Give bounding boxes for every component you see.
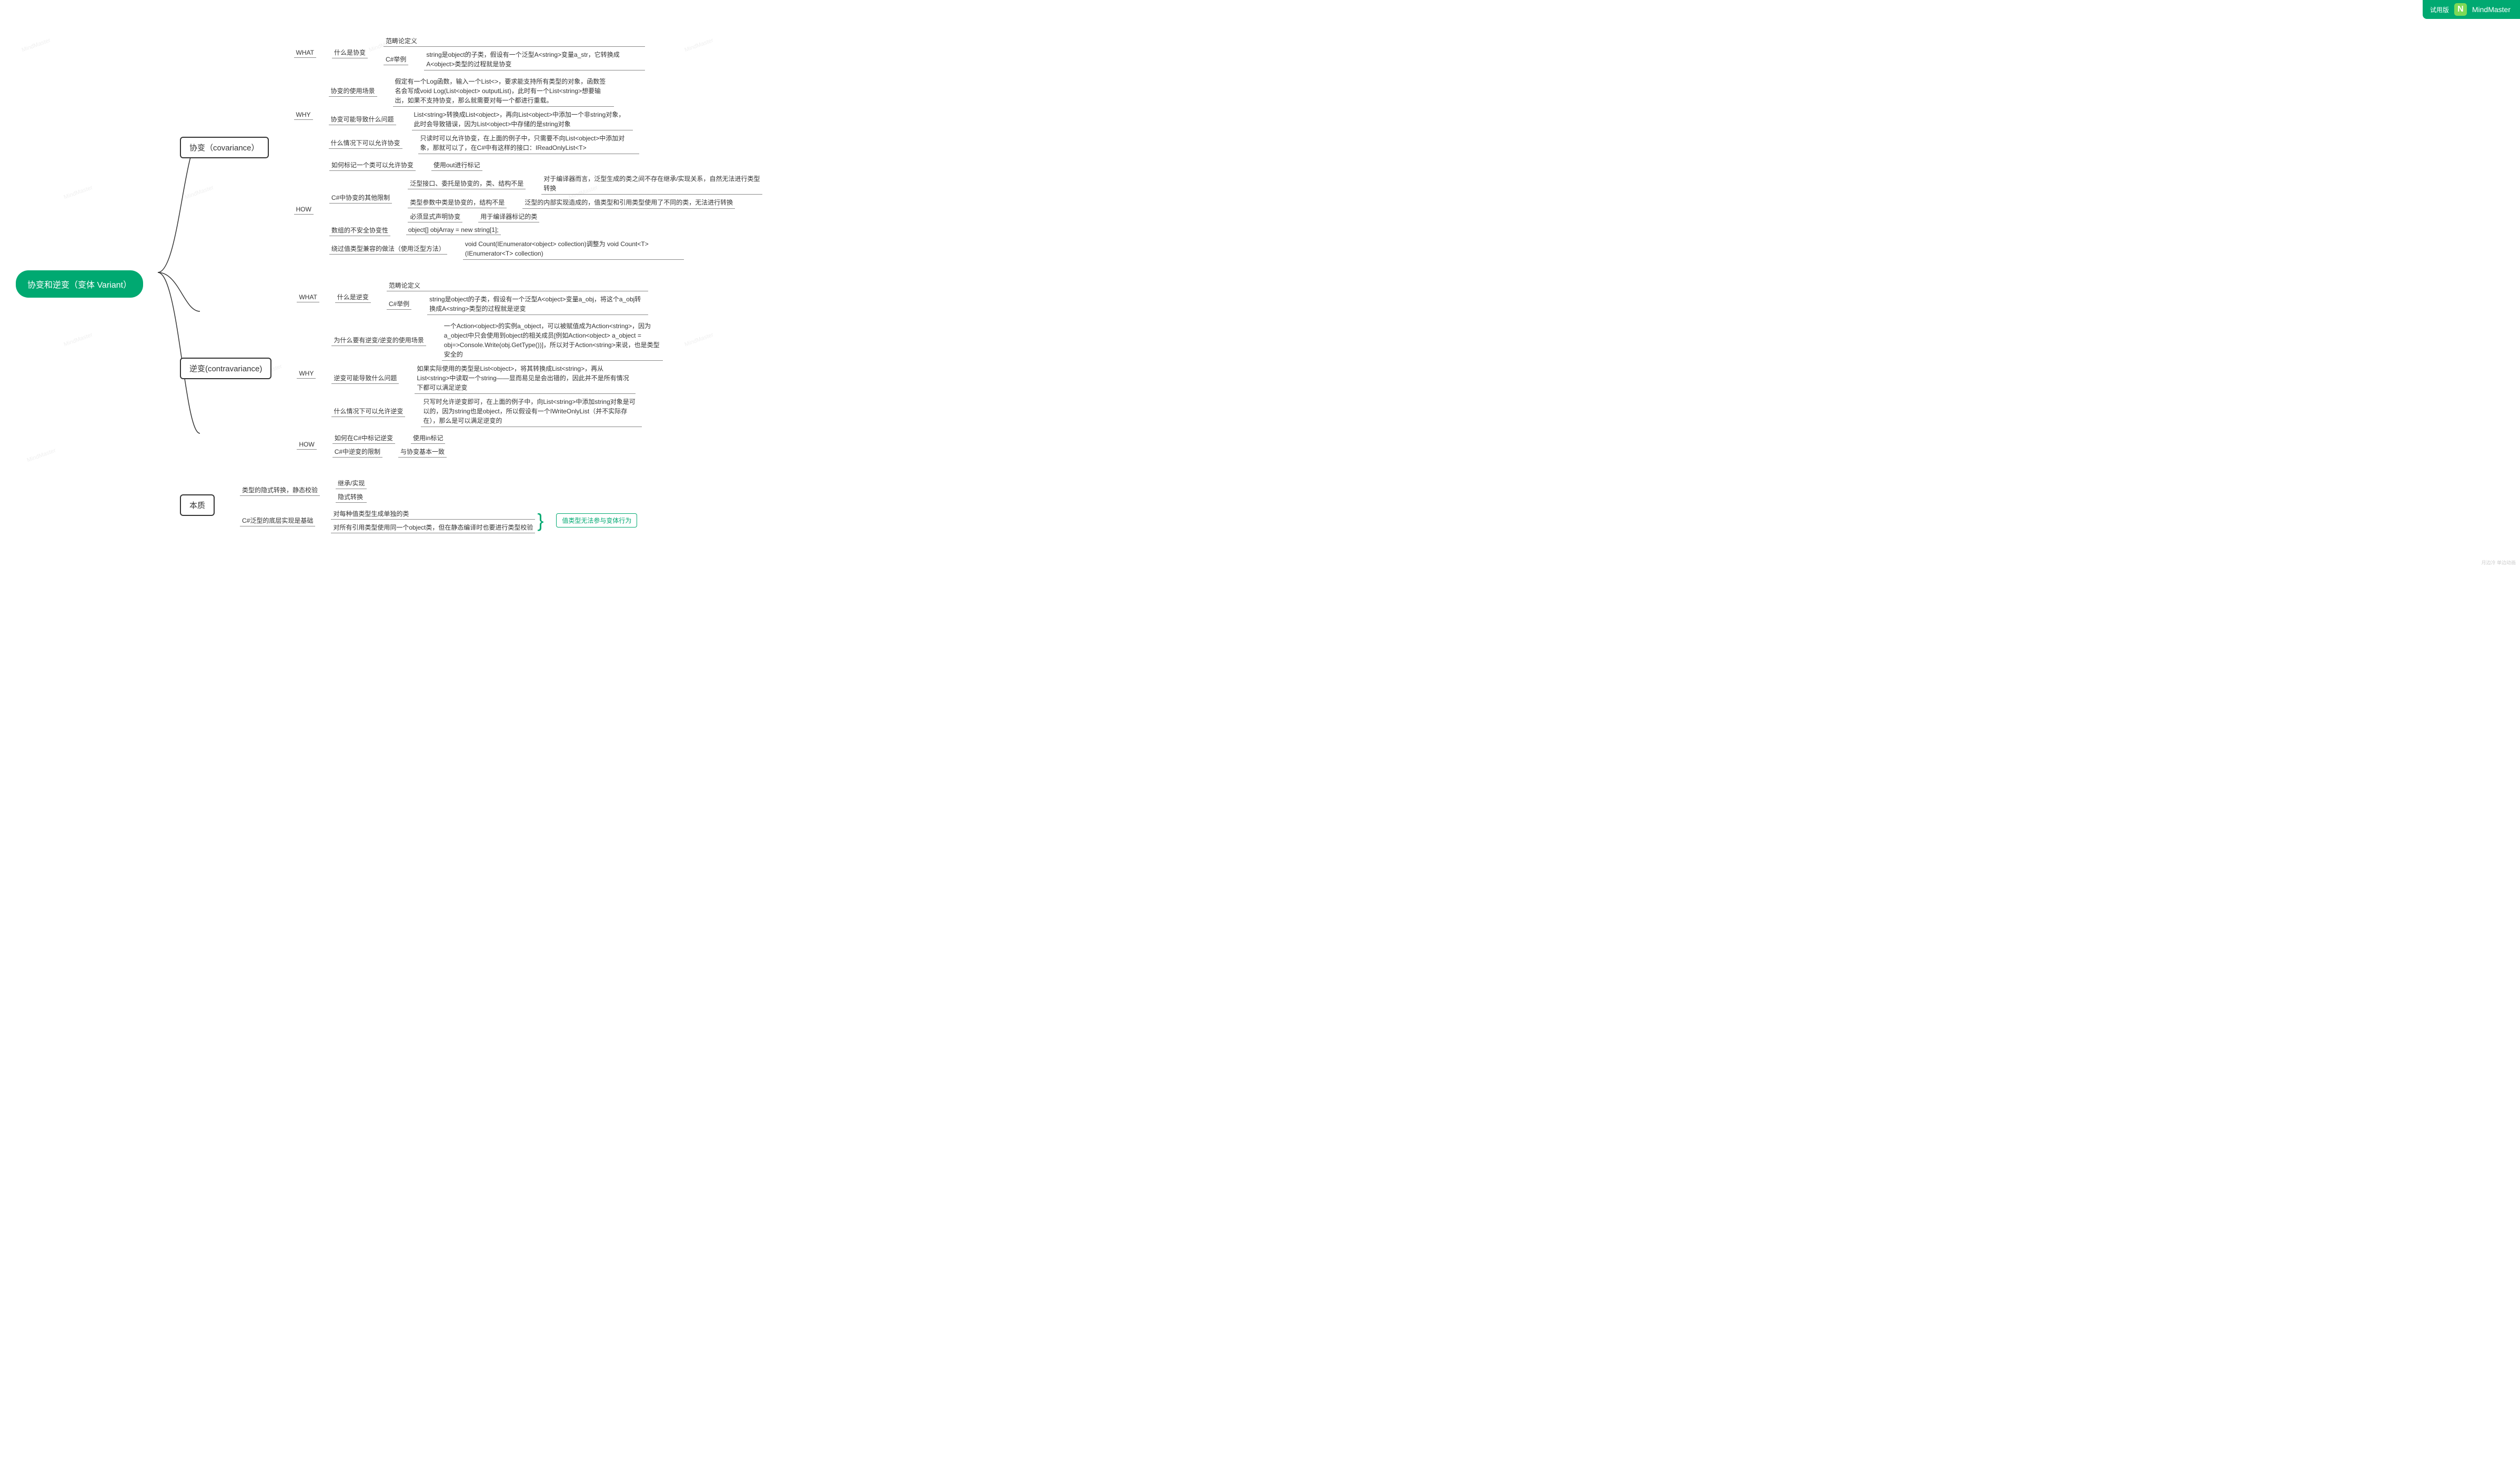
cov-limit-b: 类型参数中类是协变的，结构不是 xyxy=(408,197,507,208)
root-node: 协变和逆变（变体 Variant） xyxy=(16,270,143,298)
contra-how-limit-detail: 与协变基本一致 xyxy=(398,446,447,458)
cov-example-tag: C#举例 xyxy=(384,54,408,65)
tag-what2: WHAT xyxy=(297,292,319,302)
cov-why-problem-detail: List<string>转换成List<object>，再向List<objec… xyxy=(412,109,633,130)
ess-implicit-a: 继承/实现 xyxy=(336,478,367,489)
cov-why-problem: 协变可能导致什么问题 xyxy=(329,114,396,125)
branch-essence: 本质 类型的隐式转换，静态校验 继承/实现 隐式转换 xyxy=(180,478,762,533)
ess-generic-b: 对所有引用类型使用同一个object类，但在静态编译时也要进行类型校验 xyxy=(331,522,535,533)
footer-watermark: 月边冷 单边动画 xyxy=(2481,559,2516,566)
contra-what: WHAT 什么是逆变 范畴论定义 C#举例 string是object的子类，假… xyxy=(297,280,662,315)
cov-how-mark-detail: 使用out进行标记 xyxy=(431,159,482,171)
cov-what-q: 什么是协变 xyxy=(332,47,368,58)
contra-example: string是object的子类，假设有一个泛型A<object>变量a_obj… xyxy=(427,293,648,315)
cov-limit-a: 泛型接口、委托是协变的，类、结构不是 xyxy=(408,178,526,189)
contra-how-limit: C#中逆变的限制 xyxy=(332,446,382,458)
cov-how: HOW 如何标记一个类可以允许协变 使用out进行标记 C#中协变的其他限制 xyxy=(294,159,763,260)
cov-what: WHAT 什么是协变 范畴论定义 C#举例 string是object的子类，假… xyxy=(294,35,763,70)
node-essence-title: 本质 xyxy=(180,494,215,516)
cov-how-mark: 如何标记一个类可以允许协变 xyxy=(329,159,416,171)
contra-why: WHY 为什么要有逆变/逆变的使用场景 一个Action<object>的实例a… xyxy=(297,320,662,427)
contra-why-allow: 什么情况下可以允许逆变 xyxy=(331,405,405,417)
cov-why: WHY 协变的使用场景 假定有一个Log函数，输入一个List<>，要求能支持所… xyxy=(294,76,763,154)
essence-callout: 值类型无法参与变体行为 xyxy=(556,513,637,527)
node-covariance-title: 协变（covariance） xyxy=(180,137,269,158)
tag-how: HOW xyxy=(294,205,314,215)
contra-what-q: 什么是逆变 xyxy=(335,291,371,303)
cov-limit-c-detail: 用于编译器标记的类 xyxy=(478,211,539,222)
cov-example: string是object的子类，假设有一个泛型A<string>变量a_str… xyxy=(424,49,645,70)
contra-how-mark: 如何在C#中标记逆变 xyxy=(332,432,395,444)
cov-why-scene: 协变的使用场景 xyxy=(329,85,377,97)
branch-contravariance: 逆变(contravariance) WHAT 什么是逆变 xyxy=(180,280,762,458)
ess-generic: C#泛型的底层实现是基础 xyxy=(240,515,315,526)
cov-how-bypass: 绕过值类型兼容的做法（使用泛型方法） xyxy=(329,243,447,255)
tag-why: WHY xyxy=(294,110,313,120)
cov-why-scene-detail: 假定有一个Log函数，输入一个List<>，要求能支持所有类型的对象，函数签名会… xyxy=(393,76,614,107)
ess-implicit-b: 隐式转换 xyxy=(336,491,367,503)
tag-why2: WHY xyxy=(297,369,316,379)
cov-why-allow-detail: 只读时可以允许协变，在上面的例子中，只需要不向List<object>中添加对象… xyxy=(418,133,639,154)
cov-limit-c: 必须显式声明协变 xyxy=(408,211,462,222)
cov-how-bypass-detail: void Count(IEnumerator<object> collectio… xyxy=(463,238,684,260)
cov-how-limit: C#中协变的其他限制 xyxy=(329,192,392,204)
ess-generic-a: 对每种值类型生成单独的类 xyxy=(331,508,535,520)
contra-why-problem: 逆变可能导致什么问题 xyxy=(331,372,399,384)
contra-how-mark-detail: 使用in标记 xyxy=(411,432,445,444)
ess-implicit: 类型的隐式转换，静态校验 xyxy=(240,484,320,496)
contra-how: HOW 如何在C#中标记逆变 使用in标记 C#中逆变的限制 xyxy=(297,432,662,458)
cov-limit-b-detail: 泛型的内部实现造成的，值类型和引用类型使用了不同的类，无法进行转换 xyxy=(522,197,735,209)
cov-why-allow: 什么情况下可以允许协变 xyxy=(329,137,402,149)
contra-what-def: 范畴论定义 xyxy=(387,280,648,291)
node-contra-title: 逆变(contravariance) xyxy=(180,358,271,379)
cov-limit-a-detail: 对于编译器而言，泛型生成的类之间不存在继承/实现关系，自然无法进行类型转换 xyxy=(541,173,762,195)
contra-why-scene: 为什么要有逆变/逆变的使用场景 xyxy=(331,334,426,346)
contra-why-problem-detail: 如果实际使用的类型是List<object>，将其转换成List<string>… xyxy=(415,363,636,394)
cov-how-array-detail: object[] objArray = new string[1]; xyxy=(406,225,501,235)
cov-what-def: 范畴论定义 xyxy=(384,35,645,47)
tag-what: WHAT xyxy=(294,48,316,58)
cov-how-array: 数组的不安全协变性 xyxy=(329,225,390,236)
contra-why-allow-detail: 只写时允许逆变即可，在上面的例子中，向List<string>中添加string… xyxy=(421,396,642,427)
contra-why-scene-detail: 一个Action<object>的实例a_object，可以被赋值成为Actio… xyxy=(442,320,663,361)
mindmap-canvas: 协变和逆变（变体 Variant） 协变（covariance） WHAT xyxy=(0,0,2520,568)
tag-how2: HOW xyxy=(297,440,316,450)
brace-icon: } xyxy=(535,511,546,530)
branch-covariance: 协变（covariance） WHAT 什么是协变 xyxy=(180,35,762,260)
contra-example-tag: C#举例 xyxy=(387,298,411,310)
